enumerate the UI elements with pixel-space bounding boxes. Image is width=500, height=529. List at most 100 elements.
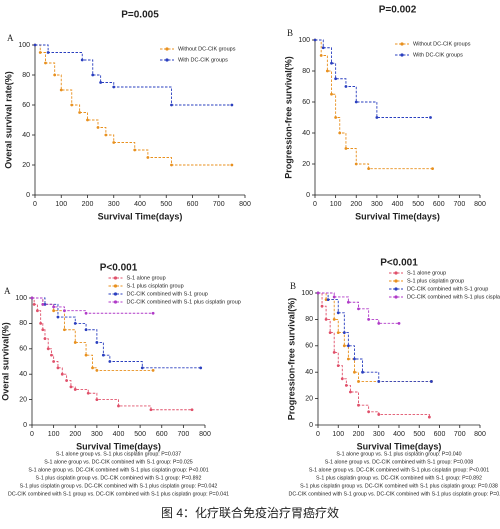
curve-point bbox=[367, 410, 371, 414]
panel-label: B bbox=[287, 28, 293, 38]
legend-label: DC-CIK combined with S-1 plus cisplatin … bbox=[127, 299, 241, 305]
x-tick-label: 200 bbox=[353, 431, 365, 438]
curve-point bbox=[84, 311, 88, 315]
annotation: S-1 alone group vs. DC-CIK combined with… bbox=[28, 467, 208, 473]
y-tick-label: 40 bbox=[22, 132, 30, 139]
legend-marker bbox=[165, 58, 169, 62]
curve-point bbox=[86, 118, 89, 122]
x-tick-label: 100 bbox=[332, 431, 344, 438]
curve-point bbox=[320, 304, 324, 308]
legend-marker bbox=[394, 287, 398, 291]
curve-point bbox=[430, 380, 433, 383]
curve-point bbox=[33, 43, 37, 47]
curve-point bbox=[230, 103, 234, 107]
x-tick-label: 600 bbox=[187, 201, 199, 208]
curve-point bbox=[324, 298, 328, 301]
legend-marker bbox=[400, 53, 404, 57]
curve-point bbox=[334, 77, 338, 81]
curve-point bbox=[319, 54, 323, 57]
legend-label: S-1 plus cisplatin group bbox=[127, 283, 184, 289]
x-tick-label: 600 bbox=[156, 431, 168, 438]
curve-point bbox=[73, 388, 77, 391]
annotation: DC-CIK combined with S-1 group vs. DC-CI… bbox=[8, 491, 229, 497]
curve-point bbox=[41, 328, 45, 332]
curve-point bbox=[46, 51, 50, 54]
curve-point bbox=[44, 61, 47, 65]
curve-point bbox=[73, 322, 77, 325]
legend-label: Without DC-CIK groups bbox=[413, 41, 471, 47]
y-tick-label: 20 bbox=[302, 161, 310, 168]
legend-label: DC-CIK combined with S-1 plus cisplatin … bbox=[407, 294, 500, 300]
curve-point bbox=[334, 116, 338, 119]
curve-point bbox=[50, 353, 53, 357]
x-tick-label: 400 bbox=[393, 431, 405, 438]
curve-point bbox=[377, 413, 381, 416]
curve-point bbox=[344, 384, 348, 387]
curve-point bbox=[342, 331, 346, 334]
annotation: S-1 alone group vs. DC-CIK combined with… bbox=[325, 459, 474, 465]
curve-point bbox=[84, 328, 88, 332]
x-tick-label: 0 bbox=[313, 201, 317, 208]
curve-point bbox=[342, 344, 346, 348]
x-tick-label: 300 bbox=[108, 201, 120, 208]
curve-point bbox=[346, 357, 350, 361]
x-axis-label: Survival Time(days) bbox=[357, 441, 442, 451]
annotation: DC-CIK combined with S-1 group vs. DC-CI… bbox=[289, 491, 500, 497]
curve-point bbox=[56, 366, 60, 370]
curve-point bbox=[52, 305, 56, 309]
x-tick-label: 100 bbox=[55, 201, 67, 208]
x-tick-label: 700 bbox=[454, 201, 466, 208]
x-tick-label: 700 bbox=[454, 431, 466, 438]
curve-point bbox=[65, 379, 68, 382]
curve-point bbox=[56, 315, 60, 319]
chart-title: P<0.001 bbox=[100, 263, 138, 274]
curve-point bbox=[367, 318, 371, 321]
curve-point bbox=[38, 51, 42, 54]
curve-point bbox=[336, 364, 340, 367]
curve-point bbox=[84, 353, 88, 357]
x-tick-label: 200 bbox=[82, 201, 94, 208]
chart-title: P=0.002 bbox=[379, 5, 417, 16]
survival-curve bbox=[315, 39, 433, 170]
y-tick-label: 0 bbox=[309, 422, 313, 429]
y-tick-label: 80 bbox=[19, 320, 27, 327]
annotation: S-1 alone group vs. S-1 plus cisplatin g… bbox=[336, 451, 461, 457]
y-axis-label: Overal survival(%) bbox=[0, 322, 10, 401]
y-tick-label: 80 bbox=[302, 68, 310, 75]
x-tick-label: 500 bbox=[134, 431, 146, 438]
curve-point bbox=[353, 370, 356, 374]
legend-marker bbox=[113, 300, 118, 304]
curve-point bbox=[361, 370, 364, 374]
curve-point bbox=[190, 408, 194, 412]
curve-point bbox=[325, 69, 329, 73]
curve-point bbox=[357, 380, 360, 383]
y-tick-label: 60 bbox=[302, 99, 310, 106]
curve-point bbox=[91, 366, 94, 370]
legend-marker bbox=[165, 47, 169, 51]
caption: 图 4：化疗联合免疫治疗胃癌疗效 bbox=[161, 505, 339, 520]
annotation: S-1 alone group vs. S-1 plus cisplatin g… bbox=[56, 451, 181, 457]
y-tick-label: 100 bbox=[18, 42, 30, 49]
curve-point bbox=[78, 111, 82, 114]
survival-curve bbox=[32, 297, 201, 369]
chart-title: P<0.001 bbox=[380, 258, 418, 269]
legend-marker bbox=[113, 276, 118, 280]
curve-point bbox=[140, 366, 144, 370]
curve-point bbox=[357, 403, 360, 407]
legend-label: S-1 alone group bbox=[407, 270, 446, 276]
curve-point bbox=[377, 380, 381, 383]
curve-point bbox=[313, 38, 317, 42]
curve-point bbox=[338, 131, 342, 135]
curve-point bbox=[344, 147, 348, 150]
curve-point bbox=[30, 296, 34, 300]
curve-point bbox=[96, 126, 100, 129]
survival-curve bbox=[318, 292, 430, 418]
curve-point bbox=[63, 309, 66, 313]
x-tick-label: 500 bbox=[160, 201, 172, 208]
curve-point bbox=[429, 116, 432, 119]
curve-point bbox=[230, 163, 234, 167]
curve-point bbox=[53, 73, 57, 77]
y-tick-label: 100 bbox=[15, 295, 27, 302]
curve-point bbox=[70, 103, 74, 107]
curve-point bbox=[41, 302, 45, 306]
